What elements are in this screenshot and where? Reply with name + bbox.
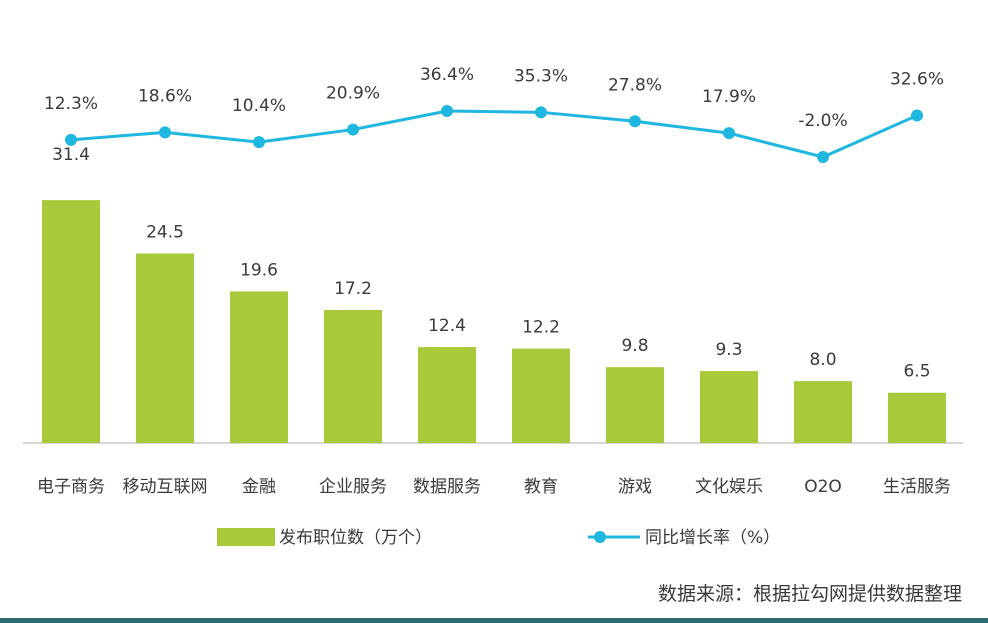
growth-rate-point bbox=[253, 136, 265, 149]
source-note: 数据来源：根据拉勾网提供数据整理 bbox=[658, 583, 962, 605]
category-label: 生活服务 bbox=[883, 477, 951, 497]
growth-rate-point bbox=[629, 115, 641, 128]
category-label: 数据服务 bbox=[413, 477, 481, 497]
growth-rate-label: 18.6% bbox=[138, 86, 192, 106]
growth-rate-point bbox=[535, 106, 547, 119]
growth-rate-label: -2.0% bbox=[798, 111, 847, 131]
growth-rate-point bbox=[723, 127, 735, 140]
growth-rate-point bbox=[159, 126, 171, 139]
bar-value-label: 8.0 bbox=[809, 350, 836, 370]
growth-rate-point bbox=[441, 105, 453, 117]
legend-bar-swatch bbox=[217, 528, 275, 546]
growth-rate-label: 32.6% bbox=[890, 70, 944, 90]
bar-value-label: 9.3 bbox=[715, 340, 742, 360]
bar-value-label: 12.2 bbox=[522, 318, 560, 338]
bar bbox=[136, 253, 194, 443]
bar-value-label: 6.5 bbox=[903, 362, 930, 382]
bottom-band bbox=[0, 618, 988, 623]
growth-rate-label: 27.8% bbox=[608, 75, 662, 95]
bar-value-label: 17.2 bbox=[334, 279, 372, 299]
growth-rate-point bbox=[347, 123, 359, 136]
category-label: O2O bbox=[804, 477, 842, 497]
category-label: 移动互联网 bbox=[123, 477, 208, 497]
growth-rate-label: 17.9% bbox=[702, 87, 756, 107]
category-label: 文化娱乐 bbox=[695, 477, 763, 497]
bar-value-label: 19.6 bbox=[240, 260, 278, 280]
legend-line-marker bbox=[594, 531, 606, 543]
legend-bar-label: 发布职位数（万个） bbox=[279, 528, 432, 548]
category-label: 游戏 bbox=[618, 477, 652, 497]
bar bbox=[606, 367, 664, 443]
category-label: 企业服务 bbox=[319, 477, 387, 497]
bar bbox=[700, 371, 758, 443]
growth-rate-label: 12.3% bbox=[44, 94, 98, 114]
growth-rate-point bbox=[817, 151, 829, 163]
legend-line-label: 同比增长率（%） bbox=[645, 528, 780, 548]
growth-rate-line bbox=[70, 109, 918, 159]
bar-value-label: 24.5 bbox=[146, 222, 184, 242]
bar bbox=[230, 291, 288, 443]
growth-rate-point bbox=[65, 133, 77, 146]
category-label: 金融 bbox=[242, 477, 276, 497]
growth-rate-label: 36.4% bbox=[420, 65, 474, 85]
category-label: 教育 bbox=[524, 477, 558, 497]
bar bbox=[418, 347, 476, 443]
growth-rate-label: 20.9% bbox=[326, 84, 380, 104]
growth-rate-label: 35.3% bbox=[514, 66, 568, 86]
bar-value-label: 12.4 bbox=[428, 316, 466, 336]
bar-value-label: 9.8 bbox=[621, 336, 648, 356]
bar bbox=[42, 200, 100, 443]
category-label: 电子商务 bbox=[37, 477, 105, 497]
bar bbox=[794, 381, 852, 443]
bar bbox=[512, 348, 570, 443]
bar bbox=[324, 309, 382, 443]
bar-value-label: 31.4 bbox=[52, 145, 90, 165]
bar bbox=[888, 392, 946, 443]
growth-rate-point bbox=[911, 109, 923, 122]
growth-rate-label: 10.4% bbox=[232, 96, 286, 116]
